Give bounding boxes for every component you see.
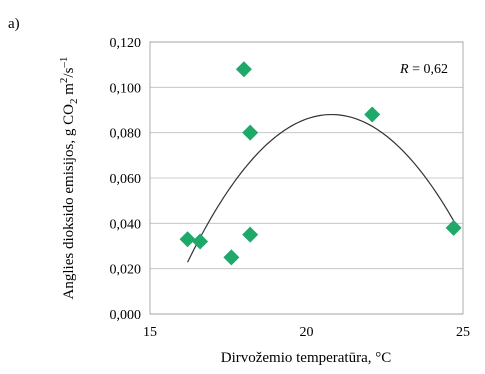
panel-label: a) bbox=[8, 16, 20, 32]
y-axis-title-sup1: 2 bbox=[58, 78, 70, 84]
data-point-6 bbox=[364, 106, 381, 123]
y-tick-label: 0,000 bbox=[110, 308, 142, 323]
y-axis-title-slash: /s bbox=[61, 67, 77, 77]
x-tick-labels: 15 20 25 bbox=[143, 325, 470, 340]
x-tick-label: 25 bbox=[456, 325, 470, 340]
y-axis-title-sup2: –1 bbox=[58, 57, 70, 69]
y-tick-label: 0,040 bbox=[110, 217, 142, 232]
y-axis-title-main: Anglies dioksido emisijos, g CO bbox=[61, 104, 77, 300]
r-annotation-text: = 0,62 bbox=[409, 62, 448, 77]
y-tick-label: 0,080 bbox=[110, 127, 142, 142]
plot-frame bbox=[149, 41, 464, 315]
r-annotation-var: R bbox=[399, 62, 409, 77]
data-point-2 bbox=[223, 249, 240, 266]
y-axis-title: Anglies dioksido emisijos, g CO2 m2/s–1 bbox=[58, 57, 80, 300]
y-axis-title-unit: m bbox=[61, 83, 77, 99]
data-point-0 bbox=[179, 231, 196, 248]
grid-lines bbox=[150, 41, 463, 315]
data-point-4 bbox=[242, 124, 259, 141]
y-tick-label: 0,120 bbox=[110, 36, 142, 51]
y-tick-label: 0,060 bbox=[110, 172, 142, 187]
y-tick-label: 0,100 bbox=[110, 81, 142, 96]
data-point-7 bbox=[445, 219, 462, 236]
data-point-3 bbox=[235, 61, 252, 78]
data-point-1 bbox=[192, 233, 209, 250]
data-points bbox=[179, 61, 462, 266]
x-axis-title: Dirvožemio temperatūra, °C bbox=[221, 350, 392, 366]
r-annotation: R = 0,62 bbox=[399, 62, 448, 77]
y-tick-label: 0,020 bbox=[110, 263, 142, 278]
trend-curve bbox=[187, 113, 455, 263]
y-tick-labels: 0,000 0,020 0,040 0,060 0,080 0,100 0,120 bbox=[110, 36, 142, 323]
x-tick-label: 15 bbox=[143, 325, 157, 340]
x-tick-label: 20 bbox=[300, 325, 314, 340]
y-axis-title-sub: 2 bbox=[68, 99, 80, 105]
data-point-5 bbox=[242, 226, 259, 243]
